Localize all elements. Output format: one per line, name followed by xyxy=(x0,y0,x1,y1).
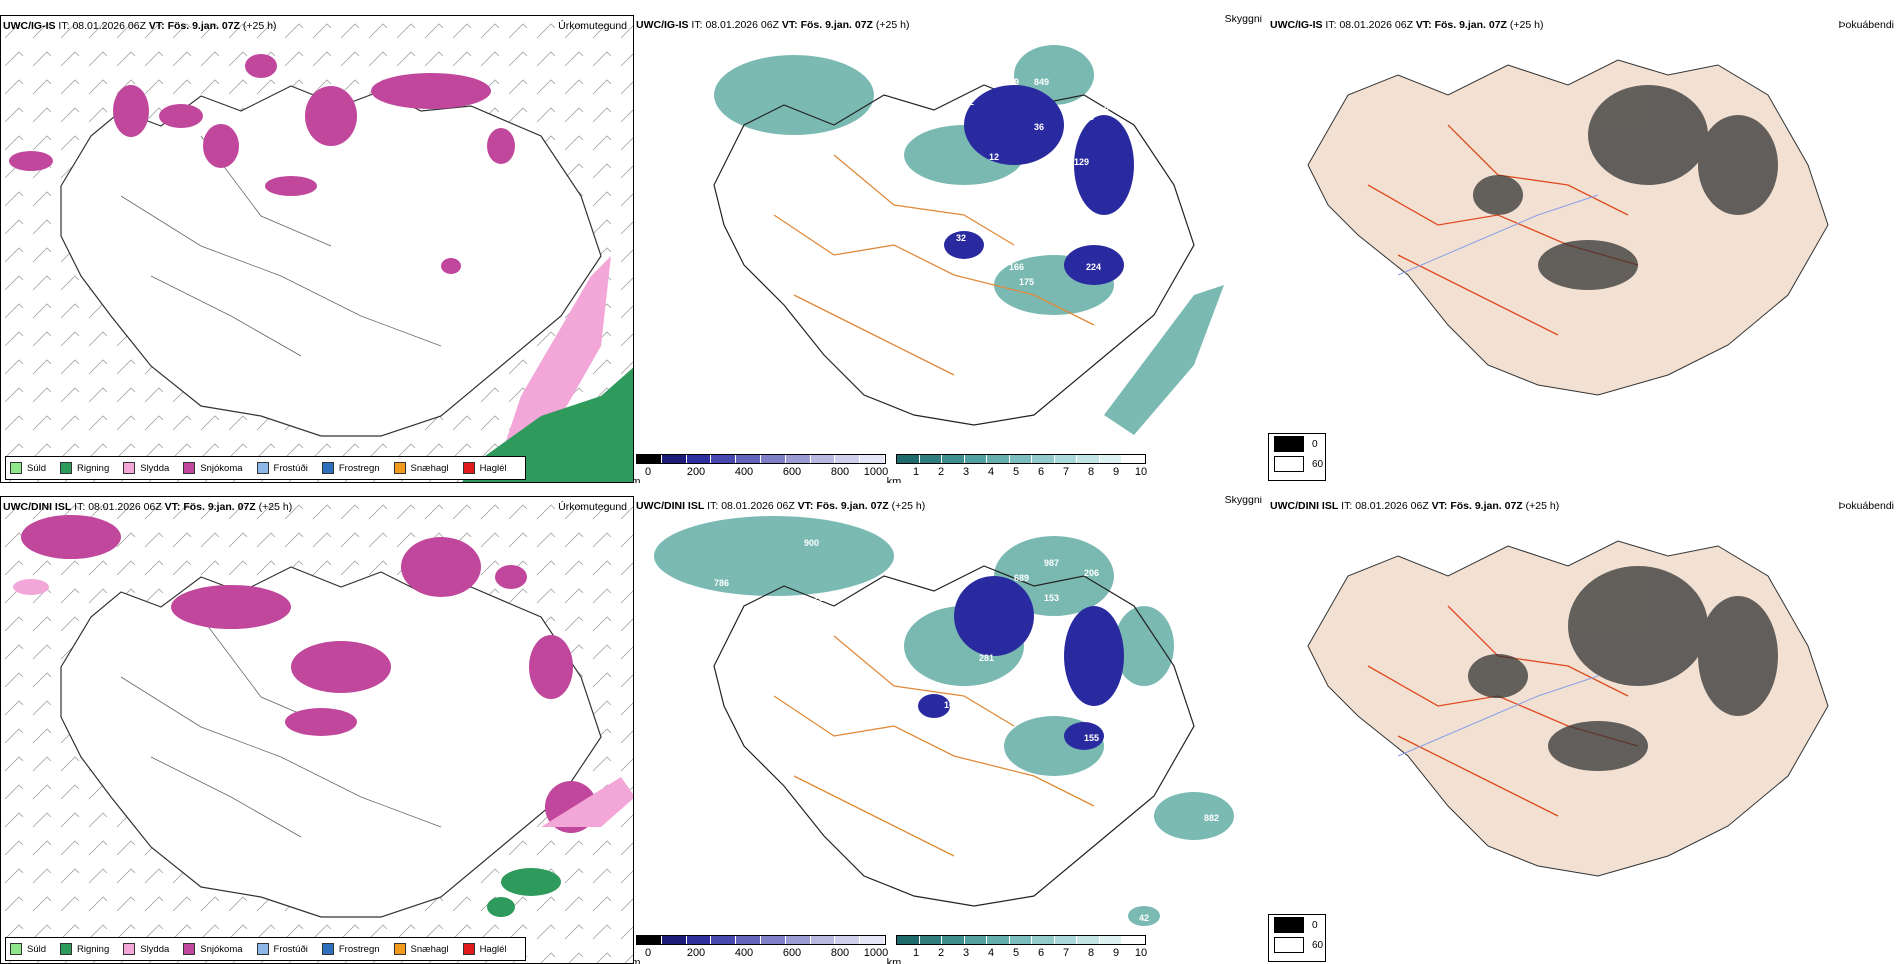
cloud-height-labels: 849 869 856 585 202 22 36 108 129 12 35 166 175 2… xyxy=(824,77,1119,287)
precip-type-legend: Súld Rigning Slydda Snjókoma Frostúði Fr… xyxy=(5,937,526,961)
iceland-outline xyxy=(60,85,602,437)
fog-legend-item-60: 60 xyxy=(1269,935,1325,955)
variable-name: Úrkomutegund xyxy=(558,20,627,32)
iceland-outline xyxy=(713,84,1195,426)
panel-header: UWC/DINI ISL IT: 08.01.2026 06Z VT: Fös.… xyxy=(636,500,926,512)
svg-text:585: 585 xyxy=(824,182,839,192)
svg-text:42: 42 xyxy=(1139,913,1149,923)
legend-item-snow: Snjókoma xyxy=(183,462,243,474)
panel-header: UWC/IG-IS IT: 08.01.2026 06Z VT: Fös. 9.… xyxy=(1270,19,1544,31)
iceland-outline xyxy=(60,566,602,918)
fog-legend: 0 60 xyxy=(1268,433,1326,481)
svg-text:882: 882 xyxy=(1204,813,1219,823)
svg-text:987: 987 xyxy=(1044,558,1059,568)
fog-map xyxy=(1307,59,1829,396)
svg-text:175: 175 xyxy=(1019,277,1034,287)
legend-item-freezing-rain: Frostregn xyxy=(321,462,380,474)
svg-text:35: 35 xyxy=(1034,197,1044,207)
svg-text:251: 251 xyxy=(814,593,829,603)
svg-text:166: 166 xyxy=(944,700,959,710)
variable-name: Þokuábendi xyxy=(1838,19,1894,31)
panel-header: UWC/IG-IS IT: 08.01.2026 06Z VT: Fös. 9.… xyxy=(3,20,277,32)
fog-legend-item-0: 0 xyxy=(1269,434,1325,454)
legend-item-freezing-drizzle: Frostúði xyxy=(256,943,308,955)
precip-type-legend: Súld Rigning Slydda Snjókoma Frostúði Fr… xyxy=(5,456,526,480)
legend-item-snow: Snjókoma xyxy=(183,943,243,955)
svg-text:153: 153 xyxy=(1044,593,1059,603)
legend-item-sleet: Slydda xyxy=(123,943,169,955)
legend-item-drizzle: Súld xyxy=(10,462,46,474)
panel-header: UWC/IG-IS IT: 08.01.2026 06Z VT: Fös. 9.… xyxy=(636,19,910,31)
cloud-panel-bottom: UWC/DINI ISL IT: 08.01.2026 06Z VT: Fös.… xyxy=(634,496,1268,964)
legend-item-rain: Rigning xyxy=(60,462,109,474)
svg-text:12: 12 xyxy=(989,152,999,162)
svg-text:281: 281 xyxy=(979,653,994,663)
svg-text:224: 224 xyxy=(1086,262,1101,272)
precip-map xyxy=(1,16,633,482)
fog-panel-bottom: UWC/DINI ISL IT: 08.01.2026 06Z VT: Fös.… xyxy=(1268,496,1900,964)
legend-item-freezing-rain: Frostregn xyxy=(321,943,380,955)
svg-text:206: 206 xyxy=(1084,568,1099,578)
svg-text:155: 155 xyxy=(1084,733,1099,743)
cloud-map: 849 869 856 585 202 22 36 108 129 12 35 166 175 2… xyxy=(713,45,1224,435)
svg-text:900: 900 xyxy=(804,538,819,548)
svg-text:108: 108 xyxy=(1079,112,1094,122)
iceland-fill xyxy=(1307,59,1829,396)
svg-text:166: 166 xyxy=(1009,262,1024,272)
fog-legend-item-60: 60 xyxy=(1269,454,1325,474)
svg-text:448: 448 xyxy=(1174,648,1189,658)
panel-header: UWC/DINI ISL IT: 08.01.2026 06Z VT: Fös.… xyxy=(1270,500,1560,512)
precip-map xyxy=(1,497,633,963)
fog-legend: 0 60 xyxy=(1268,914,1326,962)
svg-text:849: 849 xyxy=(1034,77,1049,87)
svg-text:202: 202 xyxy=(874,147,889,157)
svg-text:32: 32 xyxy=(956,233,966,243)
fog-map xyxy=(1307,540,1829,877)
legend-item-snow-pellets: Snæhagl xyxy=(393,462,449,474)
legend-item-hail: Haglél xyxy=(462,943,507,955)
svg-text:689: 689 xyxy=(1014,573,1029,583)
svg-text:856: 856 xyxy=(1104,102,1119,112)
legend-item-rain: Rigning xyxy=(60,943,109,955)
height-colorbar: m 0 200 400 600 800 1000 xyxy=(634,454,888,483)
cloud-panel-top: UWC/IG-IS IT: 08.01.2026 06Z VT: Fös. 9.… xyxy=(634,15,1268,483)
visibility-colorbar: km 1 2 3 4 5 6 7 8 9 10 xyxy=(887,454,1147,483)
fog-panel-top: UWC/IG-IS IT: 08.01.2026 06Z VT: Fös. 9.… xyxy=(1268,15,1900,483)
svg-text:285: 285 xyxy=(894,613,909,623)
variable-name: Skyggni xyxy=(1224,496,1262,506)
legend-item-drizzle: Súld xyxy=(10,943,46,955)
variable-name: Úrkomutegund xyxy=(558,501,627,513)
legend-item-sleet: Slydda xyxy=(123,462,169,474)
variable-name: Skyggni xyxy=(1224,15,1262,25)
iceland-outline xyxy=(713,565,1195,907)
variable-name: Þokuábendi xyxy=(1838,500,1894,512)
height-colorbar: m 0 200 400 600 800 1000 xyxy=(634,935,888,964)
svg-text:36: 36 xyxy=(1034,122,1044,132)
svg-text:22: 22 xyxy=(964,97,974,107)
legend-item-freezing-drizzle: Frostúði xyxy=(256,462,308,474)
svg-text:786: 786 xyxy=(714,578,729,588)
visibility-colorbar: km 1 2 3 4 5 6 7 8 9 10 xyxy=(887,935,1147,964)
precip-type-panel-top: UWC/IG-IS IT: 08.01.2026 06Z VT: Fös. 9.… xyxy=(0,15,634,483)
panel-header: UWC/DINI ISL IT: 08.01.2026 06Z VT: Fös.… xyxy=(3,501,293,513)
svg-text:869: 869 xyxy=(1004,77,1019,87)
legend-item-snow-pellets: Snæhagl xyxy=(393,943,449,955)
precip-type-panel-bottom: UWC/DINI ISL IT: 08.01.2026 06Z VT: Fös.… xyxy=(0,496,634,964)
fog-legend-item-0: 0 xyxy=(1269,915,1325,935)
svg-text:129: 129 xyxy=(1074,157,1089,167)
legend-item-hail: Haglél xyxy=(462,462,507,474)
